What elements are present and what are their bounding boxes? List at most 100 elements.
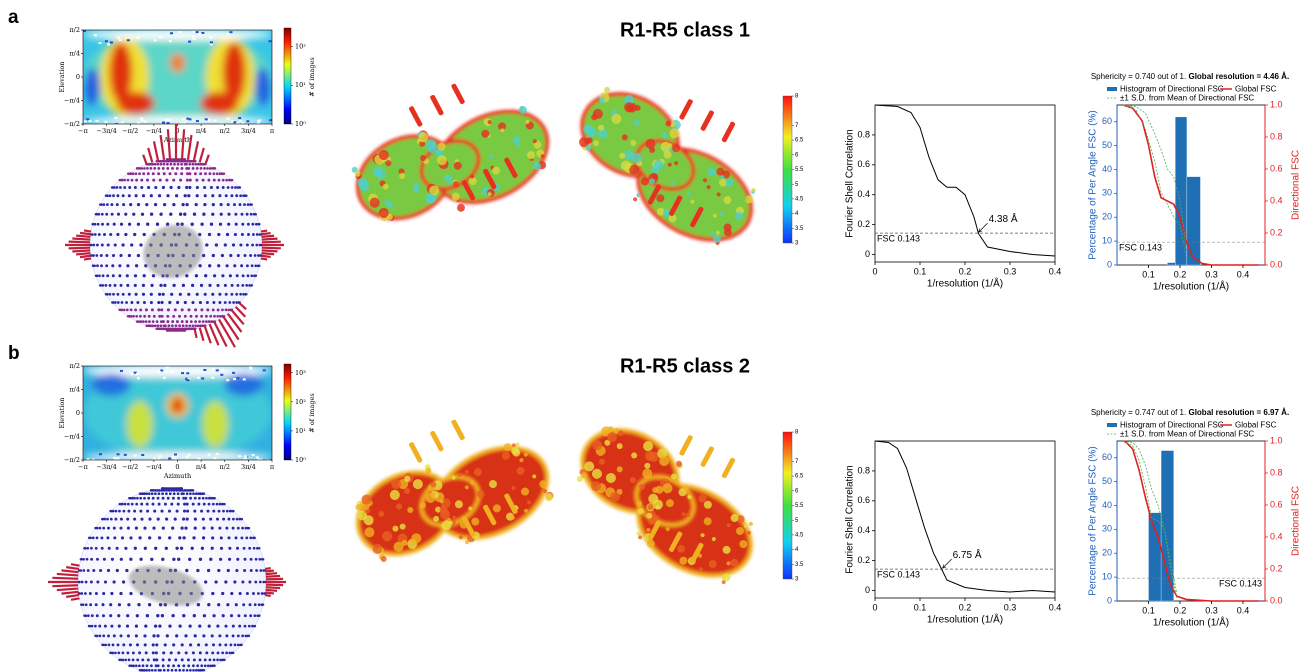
y2-tick-label: 0.2: [1270, 227, 1283, 237]
sphere-dot: [185, 492, 189, 496]
map-speck: [440, 509, 451, 520]
sphere-dot: [177, 651, 181, 655]
sphere-dot: [144, 308, 148, 312]
sphere-dot: [235, 546, 240, 550]
sphere-dot: [227, 212, 231, 216]
sphere-dot: [224, 292, 228, 296]
threshold-label: FSC 0.143: [877, 570, 920, 580]
map-speck: [586, 137, 593, 144]
x-tick-label: 0.2: [959, 266, 972, 276]
map-speck: [419, 140, 426, 147]
map-speck: [599, 458, 606, 465]
map-speck: [725, 178, 734, 187]
sphere-spike: [83, 229, 92, 233]
sphere-dot: [180, 643, 184, 647]
sphere-dot: [234, 536, 238, 540]
sphere-dot: [178, 314, 181, 318]
sphere-dot: [249, 536, 253, 540]
map-speck: [636, 500, 643, 507]
map-speck: [668, 214, 677, 223]
sphere-dot: [153, 167, 157, 170]
sphere-dot: [209, 664, 212, 668]
sphere-dot: [106, 243, 110, 247]
sphere-dot: [125, 568, 129, 573]
map-speck: [597, 128, 608, 139]
sphere-dot: [181, 283, 186, 288]
y2-tick-label: 0.6: [1270, 163, 1283, 173]
sphere-dot: [211, 591, 215, 596]
sphere-dot: [138, 172, 141, 176]
sphere-dot: [182, 517, 186, 521]
sphere-dot: [95, 212, 99, 216]
heatmap-blob: [254, 67, 271, 106]
x-tick-label: −π/2: [122, 463, 138, 471]
heatmap-speck: [195, 31, 199, 34]
y-tick-label: 30: [1102, 188, 1112, 198]
sphere-dot: [172, 643, 176, 647]
sphere-dot: [154, 651, 158, 655]
sphere-dot: [111, 253, 116, 258]
particle-shadow: [128, 565, 203, 606]
map-speck: [359, 181, 370, 192]
heatmap-speck: [153, 39, 157, 42]
sphere-dot: [116, 194, 120, 198]
sphere-dot: [235, 301, 238, 304]
heatmap-blob: [83, 452, 272, 460]
sphere-spike: [52, 576, 79, 580]
heatmap-speck: [157, 370, 161, 373]
x-tick-label: 0.3: [1004, 266, 1017, 276]
sphere-dot: [119, 591, 123, 596]
sphere-dot: [224, 308, 228, 312]
sphere-dot: [155, 320, 159, 323]
sphere-dot: [143, 492, 146, 495]
sphere-dot: [207, 603, 211, 607]
sphere-dot: [218, 222, 223, 226]
sphere-dot: [136, 253, 141, 258]
sphere-dot: [120, 301, 124, 304]
sphere-spike: [261, 251, 275, 256]
sphere-dot: [105, 254, 109, 257]
sphere-dot: [207, 502, 211, 506]
legend-label: ±1 S.D. from Mean of Directional FSC: [1120, 94, 1254, 103]
map-speck: [598, 97, 605, 104]
sphere-spike: [265, 591, 275, 595]
map-speck: [439, 499, 444, 504]
map-speck: [539, 480, 548, 489]
sphere-dot: [225, 651, 228, 655]
map-speck: [604, 86, 611, 93]
sphere-dot: [113, 536, 117, 540]
map-speck: [675, 460, 682, 467]
sphere-dot: [187, 292, 191, 296]
colorbar-tick-label: 10¹: [295, 81, 306, 89]
angular-sphere-image: [48, 487, 286, 672]
map-speck: [605, 473, 616, 484]
sphere-dot: [221, 186, 225, 189]
sphere-dot: [253, 624, 257, 628]
sphere-dot: [233, 643, 237, 647]
threshold-label: FSC 0.143: [877, 234, 920, 244]
sphere-dot: [245, 592, 249, 595]
sphere-dot: [183, 212, 187, 216]
map-speck: [629, 164, 640, 175]
sphere-dot: [106, 517, 109, 521]
map-speck: [708, 560, 717, 569]
map-speck: [711, 537, 716, 542]
sphere-dot: [115, 546, 119, 550]
sphere-dot: [219, 658, 222, 662]
y-tick-label: −π/4: [64, 433, 80, 441]
sphere-dot: [170, 502, 174, 506]
map-colorbar-tick-label: 6.5: [795, 474, 804, 480]
sphere-dot: [172, 492, 176, 496]
sphere-dot: [223, 658, 226, 662]
map-speck: [354, 170, 361, 177]
map-protrusion: [504, 157, 518, 178]
sphere-spike: [61, 590, 79, 595]
x-axis-label: 1/resolution (1/Å): [1153, 616, 1229, 629]
sphere-dot: [239, 292, 242, 296]
annotation-arrow: [943, 558, 952, 568]
sphere-dot: [131, 658, 135, 662]
sphere-dot: [167, 509, 172, 513]
sphere-dot: [139, 320, 143, 323]
sphere-dot: [153, 509, 157, 513]
heatmap-speck: [188, 118, 192, 121]
